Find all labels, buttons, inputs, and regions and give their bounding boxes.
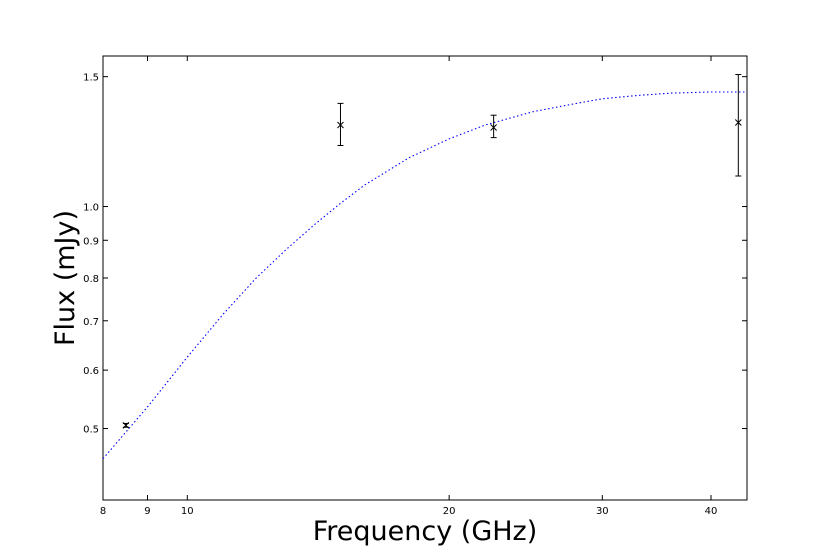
data-point-marker [122,421,130,429]
plot-area-frame [102,55,748,501]
axis-ticks: 8 9 10 20 30 40 0.5 0.6 0.7 0.8 0.9 1.0 1.5 [83,56,747,517]
y-axis-title: Flux (mJy) [50,210,81,346]
x-tick-label: 20 [443,506,456,517]
y-tick-label: 0.9 [83,236,99,247]
y-tick-label: 0.6 [83,366,99,377]
fit-curve [103,91,747,460]
y-tick-label: 1.0 [83,203,99,214]
data-point-marker [490,124,497,131]
data-point-marker [337,121,344,129]
y-tick-label: 1.5 [83,73,99,84]
x-tick-label: 30 [596,506,609,517]
y-tick-label: 0.5 [83,425,99,436]
x-tick-label: 40 [705,506,718,517]
x-tick-label: 8 [100,506,106,517]
fit-curve-layer [103,91,747,460]
data-point-marker [734,119,742,126]
x-tick-label: 10 [181,506,194,517]
y-tick-label: 0.7 [83,317,99,328]
y-tick-label: 0.8 [83,274,99,285]
x-tick-label: 9 [144,506,150,517]
x-axis-title: Frequency (GHz) [313,516,538,547]
data-points-layer [122,74,742,429]
